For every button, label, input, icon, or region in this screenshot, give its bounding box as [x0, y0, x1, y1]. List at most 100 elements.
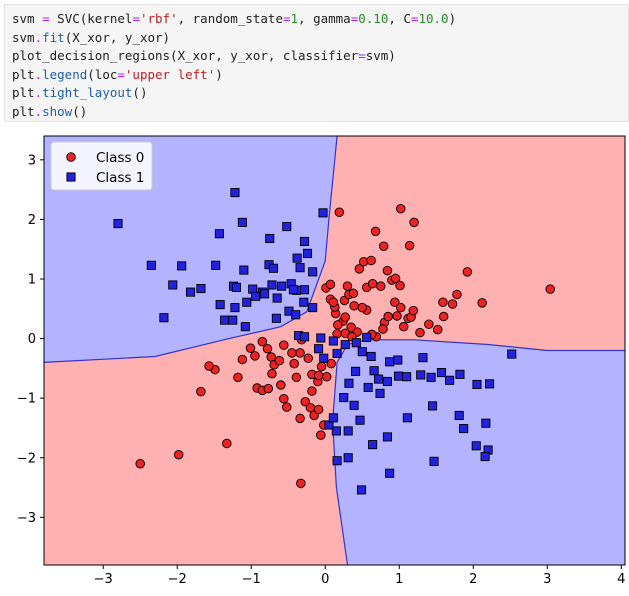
class1-point	[402, 413, 412, 423]
class0-point	[390, 273, 401, 284]
y-tick-label: 3	[28, 153, 36, 168]
code-lines: svm = SVC(kernel='rbf', random_state=1, …	[12, 10, 621, 122]
class1-point	[416, 370, 426, 380]
class0-point	[349, 301, 359, 311]
class1-region	[44, 136, 338, 363]
class1-point	[328, 336, 338, 346]
class1-point	[344, 378, 354, 388]
class1-point	[159, 313, 169, 323]
class1-point	[426, 372, 436, 382]
class1-point	[299, 236, 310, 247]
class0-point	[333, 320, 343, 330]
y-tick-label: 2	[28, 213, 36, 228]
class0-point	[382, 265, 393, 276]
legend-class0-marker	[66, 152, 76, 162]
class0-point	[438, 311, 449, 322]
class1-point	[196, 283, 206, 294]
class0-point	[415, 327, 425, 338]
class0-point	[321, 371, 332, 382]
class0-point	[367, 279, 378, 289]
class1-point	[230, 188, 240, 198]
class0-point	[305, 402, 316, 413]
axes-frame	[43, 135, 626, 566]
class1-point	[343, 426, 353, 436]
class0-point	[262, 343, 273, 354]
class0-point	[370, 226, 381, 237]
class0-point	[274, 355, 285, 366]
class1-point	[302, 248, 313, 258]
regions-group	[44, 136, 625, 565]
class0-point	[376, 281, 386, 291]
class0-point	[316, 430, 326, 440]
class1-point	[237, 217, 247, 227]
class0-point	[357, 302, 368, 313]
x-tick-label: 4	[617, 572, 625, 587]
class1-point	[299, 332, 310, 342]
class0-point	[452, 289, 462, 300]
code-line: svm.fit(X_xor, y_xor)	[12, 29, 171, 45]
class1-point	[277, 281, 287, 291]
class1-point	[472, 379, 482, 390]
class1-point	[362, 332, 372, 342]
class0-point	[326, 358, 336, 369]
x-tick-label: −2	[168, 572, 187, 587]
class1-point	[272, 293, 282, 303]
class1-point	[271, 313, 281, 323]
class0-point	[378, 324, 388, 334]
class0-point	[233, 372, 243, 383]
class1-point	[177, 261, 187, 271]
class0-point	[390, 297, 400, 307]
class1-point	[220, 315, 230, 325]
class0-point	[263, 383, 274, 394]
class0-point	[291, 372, 302, 383]
class0-point	[395, 302, 406, 313]
class0-point	[395, 203, 406, 214]
class0-point	[342, 281, 353, 291]
y-tick-label: 0	[28, 332, 36, 347]
class1-point	[211, 260, 221, 270]
class1-point	[282, 222, 292, 232]
legend-box	[50, 141, 153, 191]
class0-point	[328, 297, 339, 307]
class1-point	[393, 371, 404, 381]
class1-point	[214, 229, 224, 239]
class1-point	[299, 285, 310, 295]
class1-point	[375, 388, 385, 398]
class1-point	[459, 424, 469, 434]
class1-point	[393, 355, 403, 365]
class0-point	[383, 311, 393, 322]
class1-point	[429, 456, 439, 466]
x-tick-label: 2	[469, 572, 477, 587]
class0-point	[398, 321, 409, 332]
class1-point	[260, 289, 270, 299]
class0-point	[300, 396, 311, 407]
class0-point	[316, 361, 327, 372]
y-tick-label: −3	[17, 511, 36, 526]
class1-point	[332, 456, 342, 466]
class0-point	[237, 354, 248, 365]
x-tick-label: −1	[242, 572, 261, 587]
y-tick-label: −1	[17, 392, 36, 407]
code-cell[interactable]: svm = SVC(kernel='rbf', random_state=1, …	[4, 4, 629, 122]
code-line: plt.show()	[12, 103, 88, 119]
class0-point	[477, 298, 487, 308]
class0-point	[250, 351, 260, 361]
class1-point	[295, 263, 305, 273]
y-tick-label: 1	[28, 273, 36, 288]
class1-point	[268, 263, 278, 273]
class1-point	[340, 339, 350, 350]
class0-point	[334, 207, 345, 218]
class1-point	[231, 282, 241, 292]
class1-point	[308, 267, 318, 277]
code-line: plt.legend(loc='upper left')	[12, 66, 223, 82]
class0-point	[276, 380, 286, 390]
class1-point	[480, 452, 490, 462]
class0-point	[279, 394, 289, 404]
class1-point	[292, 253, 302, 263]
x-tick-label: −3	[94, 572, 113, 587]
x-tick-label: 1	[395, 572, 403, 587]
class1-point	[454, 410, 464, 420]
class1-point	[481, 418, 491, 428]
class0-point	[296, 478, 306, 489]
class0-point	[346, 322, 356, 333]
